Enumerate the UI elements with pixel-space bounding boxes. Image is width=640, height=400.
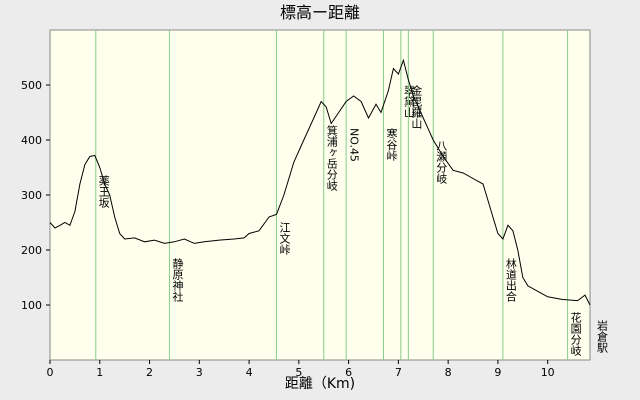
annotation-label: 江文峠 — [278, 222, 291, 256]
annotation-label: 林道出合 — [504, 257, 517, 302]
x-tick-label: 2 — [146, 366, 153, 379]
chart-title: 標高ー距離 — [280, 3, 360, 22]
y-tick-label: 300 — [21, 189, 42, 202]
x-tick-label: 9 — [494, 366, 501, 379]
annotation-label: 薬王坂 — [97, 175, 110, 209]
y-tick-label: 500 — [21, 79, 42, 92]
annotation-label: 静原神社 — [171, 257, 184, 303]
x-tick-label: 1 — [96, 366, 103, 379]
annotation-label: 寒谷峠 — [385, 127, 398, 162]
annotation-label: NO.45 — [348, 128, 361, 162]
annotation-label: 八瀬分岐 — [435, 140, 448, 185]
elevation-line — [49, 58, 591, 306]
x-tick-label: 10 — [541, 366, 555, 379]
x-tick-label: 5 — [295, 366, 302, 379]
y-tick-label: 400 — [21, 134, 42, 147]
x-tick-label: 0 — [47, 366, 54, 379]
x-tick-label: 8 — [445, 366, 452, 379]
y-tick-label: 100 — [21, 299, 42, 312]
annotation-label: 岩倉駅 — [596, 319, 609, 354]
x-axis-label: 距離（Km) — [285, 375, 355, 392]
x-tick-label: 3 — [196, 366, 203, 379]
annotation-label: 箕浦ヶ岳分岐 — [325, 124, 338, 192]
x-tick-label: 4 — [246, 366, 253, 379]
plot-area — [49, 29, 591, 361]
y-tick-label: 200 — [21, 244, 42, 257]
x-tick-label: 7 — [395, 366, 402, 379]
x-tick-label: 6 — [345, 366, 352, 379]
annotation-label: 花園分岐 — [569, 312, 582, 357]
